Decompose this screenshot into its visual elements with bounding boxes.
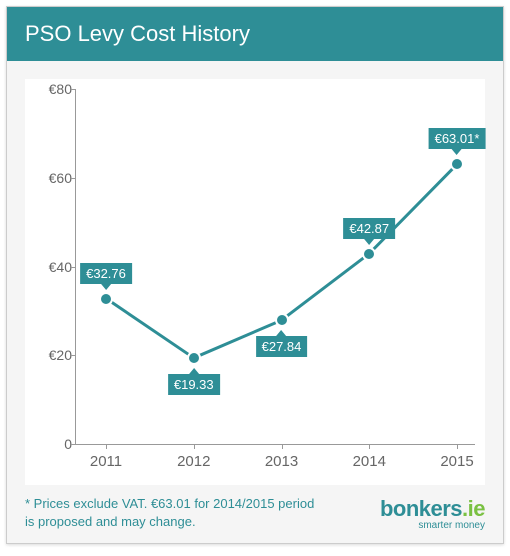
y-tick-label: €80 xyxy=(32,81,72,97)
y-tick-mark xyxy=(71,89,76,90)
x-tick-mark xyxy=(457,444,458,449)
value-tag: €32.76 xyxy=(80,263,132,284)
x-tick-label: 2015 xyxy=(440,453,473,470)
data-point xyxy=(362,247,376,261)
brand-name: bonkers xyxy=(380,496,462,521)
line-series xyxy=(76,89,475,444)
chart-header: PSO Levy Cost History xyxy=(7,7,503,61)
y-tick-mark xyxy=(71,444,76,445)
chart-area: 0 €20 €40 €60 €80 2011 2012 2013 2014 2015 €32.76 €… xyxy=(25,79,485,485)
y-tick-label: €60 xyxy=(32,170,72,186)
chart-title: PSO Levy Cost History xyxy=(25,21,485,47)
x-tick-label: 2012 xyxy=(177,453,210,470)
y-tick-label: €40 xyxy=(32,259,72,275)
plot-region: 0€20€40€60€8020112012201320142015€32.76€… xyxy=(75,89,475,445)
y-tick-mark xyxy=(71,267,76,268)
x-tick-mark xyxy=(369,444,370,449)
y-tick-label: 0 xyxy=(32,436,72,452)
y-tick-label: €20 xyxy=(32,347,72,363)
brand-tld: .ie xyxy=(462,496,485,521)
x-tick-mark xyxy=(106,444,107,449)
card-container: PSO Levy Cost History 0 €20 €40 €60 €80 2011 2… xyxy=(6,6,504,544)
data-point xyxy=(99,292,113,306)
brand-logo: bonkers.ie smarter money xyxy=(380,496,485,531)
x-tick-label: 2014 xyxy=(353,453,386,470)
x-tick-label: 2013 xyxy=(265,453,298,470)
footer: * Prices exclude VAT. €63.01 for 2014/20… xyxy=(7,495,503,543)
value-tag: €27.84 xyxy=(256,336,308,357)
value-tag: €19.33 xyxy=(168,374,220,395)
data-point xyxy=(275,313,289,327)
data-point xyxy=(450,157,464,171)
data-point xyxy=(187,351,201,365)
x-tick-label: 2011 xyxy=(90,453,122,470)
y-tick-mark xyxy=(71,178,76,179)
brand-tagline: smarter money xyxy=(418,520,485,531)
x-tick-mark xyxy=(194,444,195,449)
y-tick-mark xyxy=(71,355,76,356)
chart-footnote: * Prices exclude VAT. €63.01 for 2014/20… xyxy=(25,495,315,531)
x-tick-mark xyxy=(282,444,283,449)
value-tag: €63.01* xyxy=(429,128,486,149)
brand-wordmark: bonkers.ie xyxy=(380,496,485,522)
value-tag: €42.87 xyxy=(343,218,395,239)
